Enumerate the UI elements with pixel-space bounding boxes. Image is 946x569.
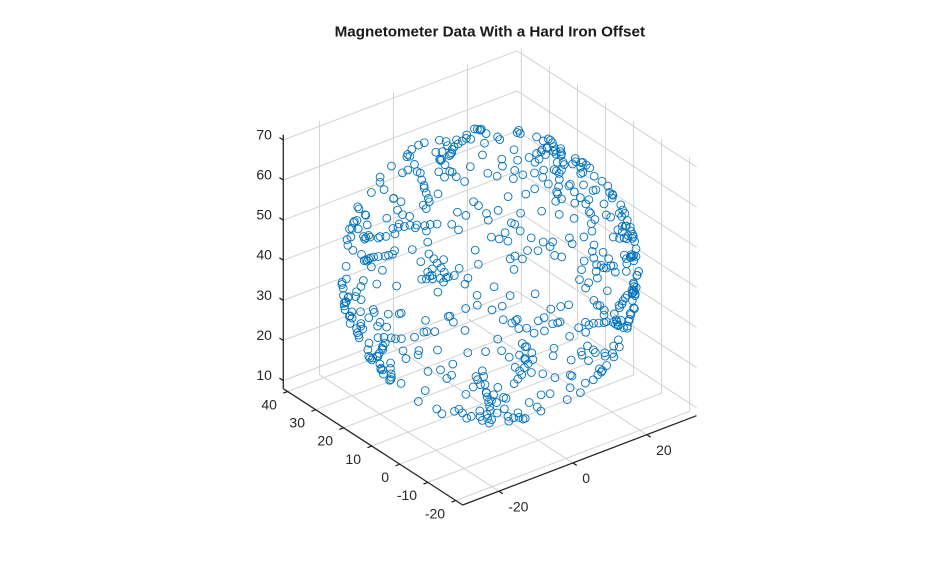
svg-text:-10: -10 <box>397 487 417 503</box>
svg-text:40: 40 <box>261 396 277 412</box>
svg-text:0: 0 <box>582 470 590 486</box>
svg-text:40: 40 <box>256 247 272 263</box>
svg-text:20: 20 <box>256 327 272 343</box>
svg-text:10: 10 <box>345 451 361 467</box>
svg-text:60: 60 <box>256 167 272 183</box>
svg-text:50: 50 <box>256 207 272 223</box>
svg-text:0: 0 <box>381 469 389 485</box>
svg-text:30: 30 <box>289 415 305 431</box>
svg-text:10: 10 <box>256 367 272 383</box>
svg-text:-20: -20 <box>508 498 528 514</box>
svg-text:70: 70 <box>256 126 272 142</box>
svg-text:30: 30 <box>256 287 272 303</box>
svg-text:20: 20 <box>656 442 672 458</box>
svg-text:20: 20 <box>317 433 333 449</box>
svg-text:Magnetometer Data With a Hard: Magnetometer Data With a Hard Iron Offse… <box>335 24 645 41</box>
svg-text:-20: -20 <box>425 505 445 521</box>
